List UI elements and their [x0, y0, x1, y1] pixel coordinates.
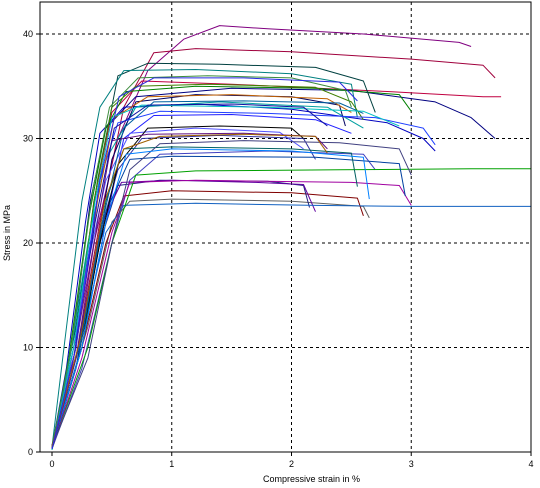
- series-line-7: [51, 62, 376, 448]
- series-line-30: [51, 140, 412, 447]
- plot-frame: [39, 1, 532, 453]
- y-tick-label: 10: [23, 343, 33, 353]
- series-line-1: [51, 25, 472, 450]
- series-line-33: [51, 75, 352, 447]
- series-line-6: [51, 85, 412, 449]
- x-axis-title: Compressive strain in %: [263, 474, 360, 484]
- series-line-36: [51, 77, 358, 450]
- y-tick-label: 0: [28, 447, 33, 457]
- series-line-14: [51, 150, 376, 450]
- series-line-4: [51, 87, 496, 448]
- series-line-2: [51, 48, 496, 447]
- x-tick-label: 3: [409, 459, 414, 469]
- series-line-29: [51, 104, 400, 451]
- x-tick-label: 2: [289, 459, 294, 469]
- data-series: [51, 25, 531, 451]
- series-line-31: [51, 148, 370, 448]
- x-tick-label: 1: [169, 459, 174, 469]
- series-line-35: [51, 133, 328, 447]
- series-line-9: [51, 101, 364, 450]
- series-line-28: [51, 100, 364, 448]
- x-tick-label: 4: [528, 459, 533, 469]
- series-line-16: [51, 190, 364, 447]
- y-axis-title: Stress in MPa: [2, 205, 12, 261]
- series-line-34: [51, 103, 328, 448]
- series-line-21: [51, 179, 412, 448]
- y-tick-label: 30: [23, 134, 33, 144]
- x-tick-label: 0: [49, 459, 54, 469]
- series-line-24: [51, 146, 358, 450]
- y-tick-label: 20: [23, 238, 33, 248]
- series-line-20: [51, 168, 531, 447]
- y-tick-label: 40: [23, 29, 33, 39]
- series-line-8: [51, 69, 358, 447]
